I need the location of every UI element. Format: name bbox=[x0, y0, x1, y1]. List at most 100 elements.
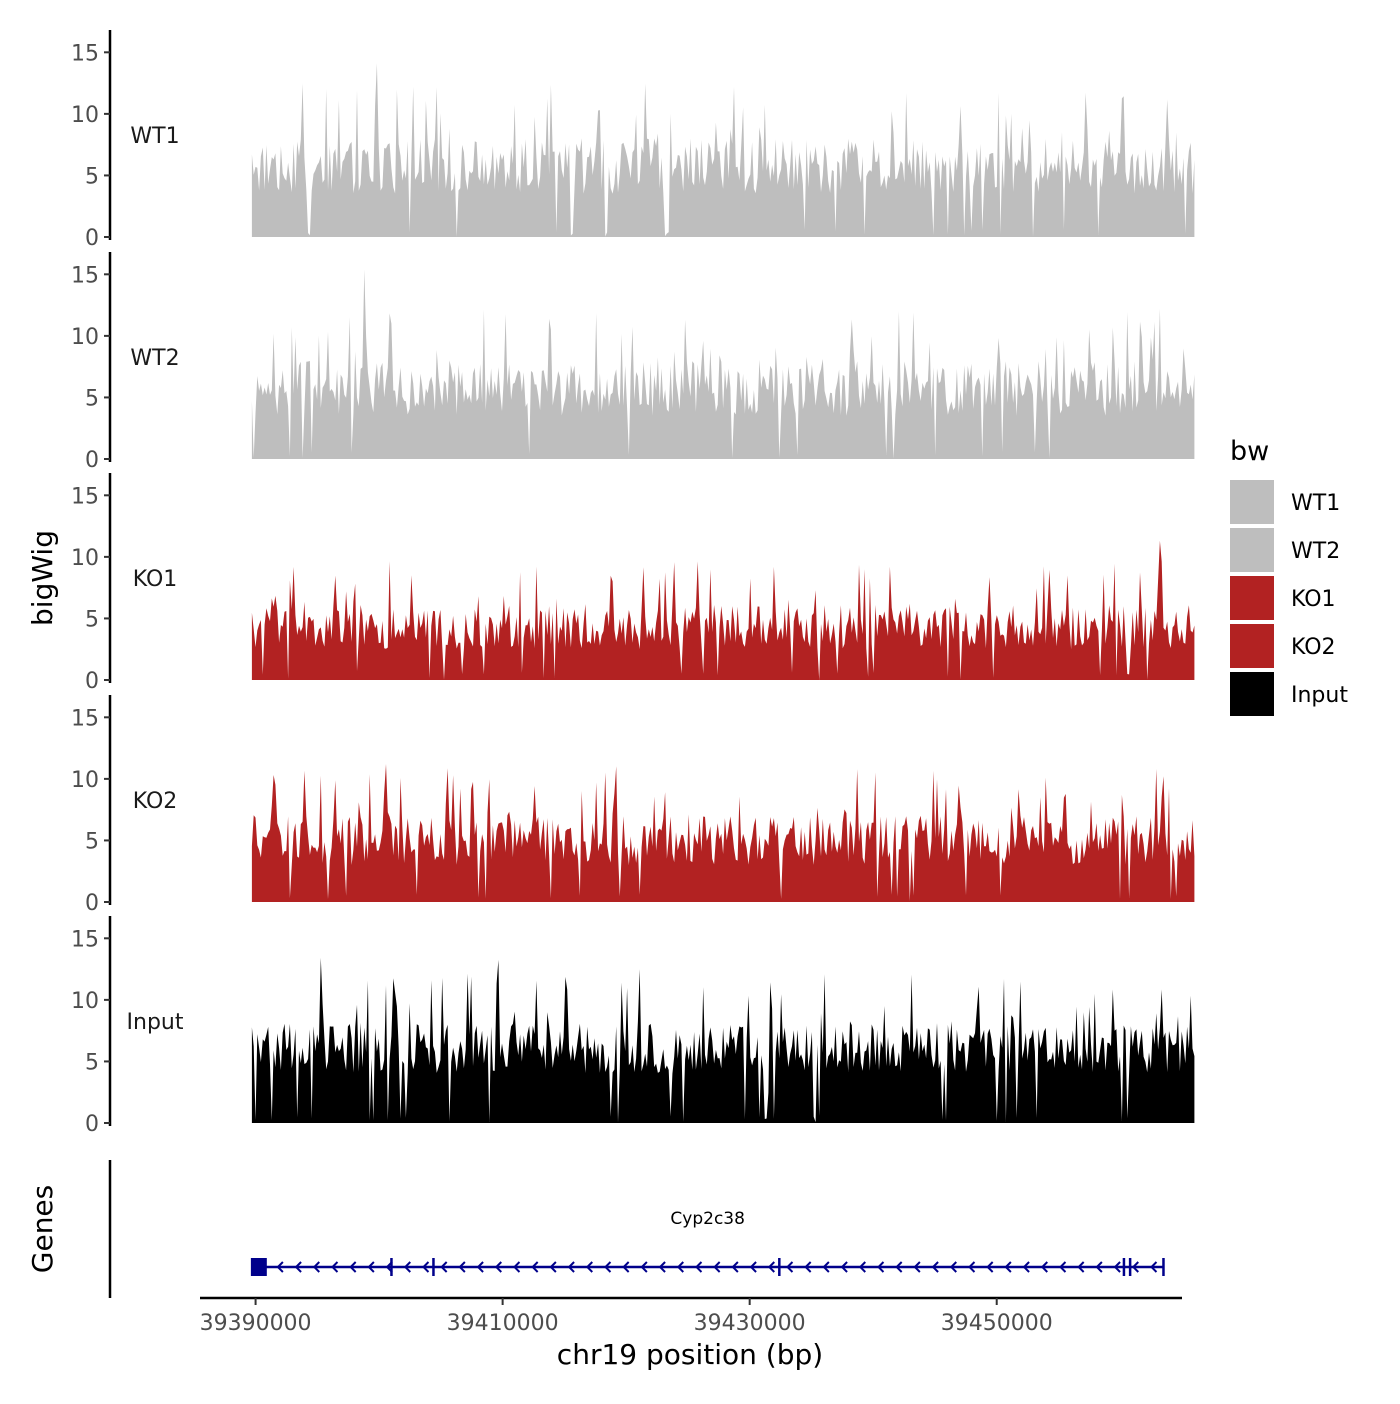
strand-arrow bbox=[640, 1261, 648, 1273]
strand-arrow bbox=[367, 1261, 375, 1273]
coverage-area-wt2 bbox=[251, 269, 1195, 459]
strand-arrow bbox=[403, 1261, 411, 1273]
y-tick-label: 15 bbox=[71, 41, 99, 66]
genes-axis-title: Genes bbox=[26, 1185, 59, 1273]
axes-layer: 0 5 10 15 WT1 0 5 10 15 WT2 0 5 10 15 KO1 0 5 10 15 KO2 0 5 10… bbox=[71, 30, 1182, 1336]
legend-swatch-input bbox=[1230, 672, 1274, 716]
strand-arrow bbox=[1022, 1261, 1030, 1273]
strand-arrow bbox=[622, 1261, 630, 1273]
track-label-input: Input bbox=[127, 1010, 184, 1035]
x-tick-label: 39430000 bbox=[694, 1311, 806, 1336]
y-tick-label: 10 bbox=[71, 103, 99, 128]
y-tick-label: 15 bbox=[71, 263, 99, 288]
strand-arrow bbox=[349, 1261, 357, 1273]
strand-arrow bbox=[440, 1261, 448, 1273]
y-tick-label: 10 bbox=[71, 768, 99, 793]
strand-arrow bbox=[931, 1261, 939, 1273]
strand-arrow bbox=[1113, 1261, 1121, 1273]
strand-arrow bbox=[1040, 1261, 1048, 1273]
coverage-area-ko1 bbox=[251, 540, 1195, 680]
legend: bw WT1 WT2 KO1 KO2 Input bbox=[1230, 436, 1348, 716]
strand-arrow bbox=[294, 1261, 302, 1273]
strand-arrow bbox=[513, 1261, 521, 1273]
legend-label-wt1: WT1 bbox=[1291, 491, 1340, 516]
strand-arrow bbox=[1004, 1261, 1012, 1273]
strand-arrow bbox=[1150, 1261, 1158, 1273]
track-label-ko2: KO2 bbox=[133, 789, 178, 814]
strand-arrow bbox=[713, 1261, 721, 1273]
y-tick-label: 15 bbox=[71, 706, 99, 731]
y-tick-label: 5 bbox=[85, 164, 99, 189]
legend-swatch-ko1 bbox=[1230, 576, 1274, 620]
strand-arrow bbox=[731, 1261, 739, 1273]
strand-arrow bbox=[549, 1261, 557, 1273]
y-tick-label: 0 bbox=[85, 226, 99, 251]
strand-arrow bbox=[331, 1261, 339, 1273]
y-tick-label: 5 bbox=[85, 829, 99, 854]
legend-swatch-wt1 bbox=[1230, 480, 1274, 524]
strand-arrow bbox=[913, 1261, 921, 1273]
track-label-wt2: WT2 bbox=[130, 346, 179, 371]
y-axis-title: bigWig bbox=[26, 530, 59, 626]
strand-arrow bbox=[749, 1261, 757, 1273]
strand-arrow bbox=[1077, 1261, 1085, 1273]
legend-title: bw bbox=[1230, 436, 1269, 467]
strand-arrow bbox=[804, 1261, 812, 1273]
strand-arrow bbox=[276, 1261, 284, 1273]
strand-arrow bbox=[476, 1261, 484, 1273]
strand-arrow bbox=[767, 1261, 775, 1273]
y-tick-label: 10 bbox=[71, 989, 99, 1014]
strand-arrow bbox=[658, 1261, 666, 1273]
strand-arrow bbox=[786, 1261, 794, 1273]
strand-arrow bbox=[604, 1261, 612, 1273]
coverage-area-ko2 bbox=[251, 764, 1195, 902]
strand-arrow bbox=[986, 1261, 994, 1273]
y-tick-label: 10 bbox=[71, 325, 99, 350]
y-tick-label: 0 bbox=[85, 1112, 99, 1137]
strand-arrow bbox=[585, 1261, 593, 1273]
legend-label-wt2: WT2 bbox=[1291, 539, 1340, 564]
strand-arrow bbox=[822, 1261, 830, 1273]
coverage-area-input bbox=[251, 957, 1195, 1123]
coverage-area-wt1 bbox=[251, 63, 1195, 238]
strand-arrow bbox=[1131, 1261, 1139, 1273]
strand-arrow bbox=[877, 1261, 885, 1273]
strand-arrow bbox=[385, 1261, 393, 1273]
legend-swatch-wt2 bbox=[1230, 528, 1274, 572]
legend-label-ko2: KO2 bbox=[1291, 635, 1336, 660]
gene-name-label: Cyp2c38 bbox=[670, 1209, 745, 1229]
x-tick-label: 39390000 bbox=[200, 1311, 312, 1336]
strand-arrow bbox=[840, 1261, 848, 1273]
strand-arrow bbox=[1059, 1261, 1067, 1273]
genes-layer: Cyp2c38 bbox=[108, 1160, 1165, 1298]
x-tick-label: 39450000 bbox=[941, 1311, 1053, 1336]
strand-arrow bbox=[949, 1261, 957, 1273]
track-label-wt1: WT1 bbox=[130, 124, 179, 149]
legend-swatch-ko2 bbox=[1230, 624, 1274, 668]
strand-arrow bbox=[531, 1261, 539, 1273]
strand-arrow bbox=[676, 1261, 684, 1273]
strand-arrow bbox=[422, 1261, 430, 1273]
y-tick-label: 0 bbox=[85, 891, 99, 916]
x-axis-title: chr19 position (bp) bbox=[557, 1338, 823, 1371]
strand-arrow bbox=[458, 1261, 466, 1273]
legend-label-ko1: KO1 bbox=[1291, 587, 1336, 612]
x-tick-label: 39410000 bbox=[447, 1311, 559, 1336]
strand-arrow bbox=[895, 1261, 903, 1273]
legend-label-input: Input bbox=[1291, 683, 1348, 708]
y-tick-label: 15 bbox=[71, 927, 99, 952]
y-tick-label: 0 bbox=[85, 448, 99, 473]
y-tick-label: 5 bbox=[85, 607, 99, 632]
y-tick-label: 5 bbox=[85, 1050, 99, 1075]
y-tick-label: 5 bbox=[85, 386, 99, 411]
strand-arrow bbox=[494, 1261, 502, 1273]
strand-arrow bbox=[968, 1261, 976, 1273]
y-tick-label: 15 bbox=[71, 484, 99, 509]
y-tick-label: 0 bbox=[85, 669, 99, 694]
strand-arrow bbox=[858, 1261, 866, 1273]
strand-arrow bbox=[567, 1261, 575, 1273]
strand-arrow bbox=[1095, 1261, 1103, 1273]
tracks-layer bbox=[251, 63, 1195, 1123]
